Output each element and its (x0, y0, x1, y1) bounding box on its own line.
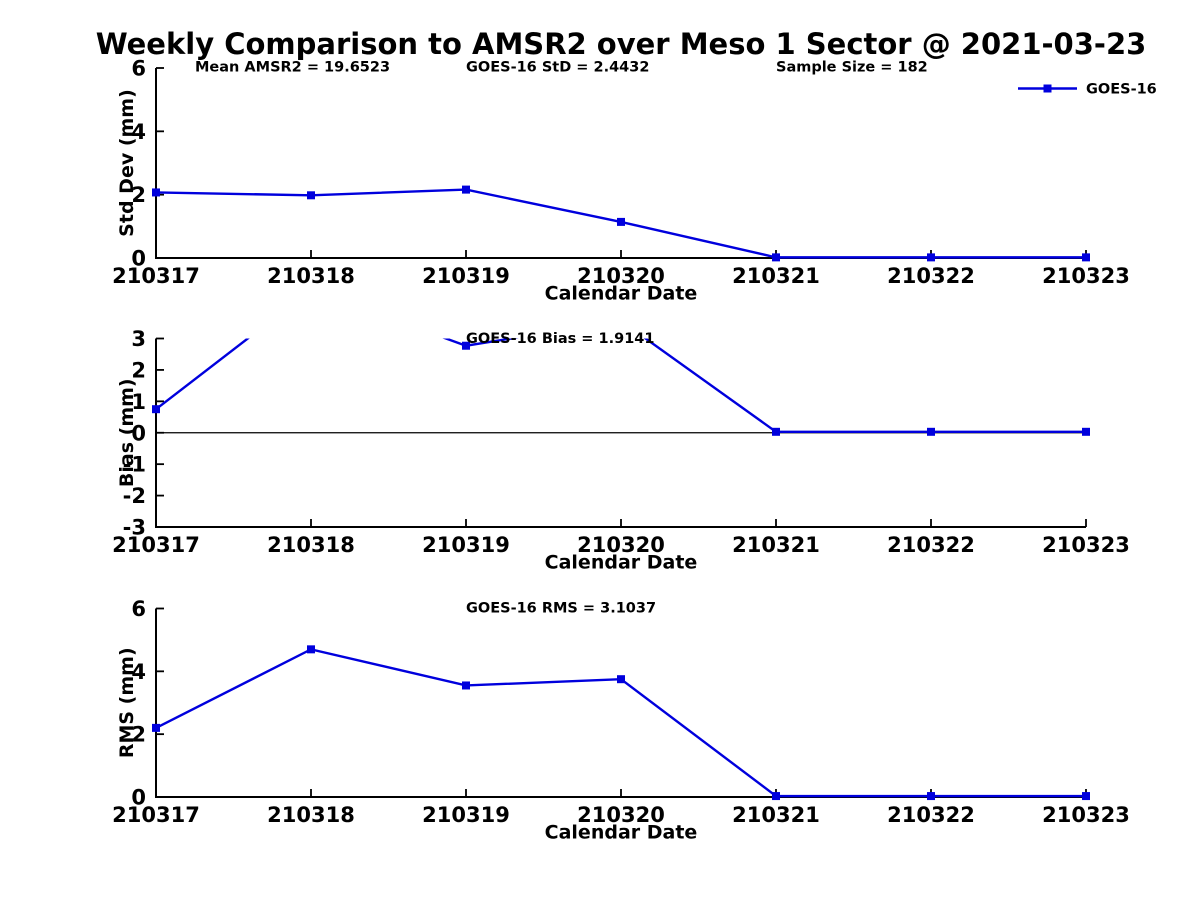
series-line-goes-16 (155, 648, 1086, 798)
x-tick-label: 210318 (267, 264, 355, 288)
x-tick-label: 210319 (422, 533, 510, 557)
legend: GOES-16 (1018, 82, 1157, 98)
x-tick-label: 210319 (422, 264, 510, 288)
data-point-marker (617, 317, 625, 325)
data-point-marker (772, 427, 780, 436)
data-point-marker (462, 185, 470, 194)
y-axis-label: Bias (mm) (116, 378, 138, 487)
x-tick-label: 210323 (1042, 803, 1130, 827)
data-point-marker (772, 792, 780, 801)
x-tick-label: 210318 (267, 533, 355, 557)
x-tick-label: 210319 (422, 803, 510, 827)
x-tick-label: 210321 (732, 533, 820, 557)
x-axis-label: Calendar Date (545, 822, 698, 844)
data-point-marker (617, 217, 625, 226)
annotation-mean-amsr2: Mean AMSR2 = 19.6523 (195, 60, 390, 76)
x-tick-label: 210323 (1042, 264, 1130, 288)
y-tick-label: -2 (123, 484, 146, 508)
annotation-goes16-bias: GOES-16 Bias = 1.9141 (466, 331, 654, 347)
y-tick-label: -3 (123, 516, 146, 540)
x-tick-label: 210320 (577, 803, 665, 827)
y-tick-label: 2 (131, 723, 146, 747)
x-tick-label: 210320 (577, 264, 665, 288)
y-tick-label: 6 (131, 597, 146, 621)
subplot-rms: 0 2 4 6 210317 210318 210319 210320 210321 210322… (112, 597, 1130, 844)
data-point-marker (462, 681, 470, 690)
figure-title: Weekly Comparison to AMSR2 over Meso 1 S… (96, 27, 1147, 61)
x-tick-label: 210317 (112, 533, 200, 557)
annotation-sample-size: Sample Size = 182 (776, 60, 928, 76)
data-point-marker (1082, 253, 1090, 262)
x-axis-label: Calendar Date (545, 283, 698, 305)
legend-marker-square (1043, 84, 1052, 93)
x-tick-label: 210318 (267, 803, 355, 827)
y-tick-label: 2 (131, 358, 146, 382)
data-point-marker (927, 792, 935, 801)
data-point-marker (307, 191, 315, 200)
data-point-marker (307, 645, 315, 654)
y-tick-label: 4 (131, 660, 146, 684)
x-tick-label: 210323 (1042, 533, 1130, 557)
data-point-marker (927, 253, 935, 262)
x-tick-label: 210322 (887, 264, 975, 288)
subplot-std-dev: 0 2 4 6 210317 210318 210319 210320 210321 210322… (112, 57, 1130, 305)
y-tick-label: 0 (131, 247, 146, 271)
subplot-bias: -3 -2 -1 0 1 2 3 210317 210318 210319 210320 210321… (112, 317, 1130, 574)
y-tick-label: -1 (123, 453, 146, 477)
series-line-goes-16 (155, 338, 1086, 434)
data-point-marker (152, 723, 160, 732)
x-tick-label: 210320 (577, 533, 665, 557)
y-tick-label: 3 (131, 327, 146, 351)
x-tick-label: 210321 (732, 264, 820, 288)
y-tick-label: 6 (131, 57, 146, 81)
y-tick-label: 0 (131, 421, 146, 445)
y-axis-label: RMS (mm) (116, 647, 138, 758)
data-point-marker (462, 341, 470, 350)
data-point-marker (152, 405, 160, 414)
data-point-marker (152, 188, 160, 197)
x-tick-label: 210321 (732, 803, 820, 827)
data-point-marker (1082, 792, 1090, 801)
y-tick-label: 0 (131, 786, 146, 810)
data-point-marker (617, 675, 625, 684)
y-tick-label: 1 (131, 390, 146, 414)
data-point-marker (772, 253, 780, 262)
x-axis-label: Calendar Date (545, 552, 698, 574)
annotation-goes16-std: GOES-16 StD = 2.4432 (466, 60, 649, 76)
data-point-marker (927, 427, 935, 436)
y-axis-label: Std Dev (mm) (116, 89, 138, 237)
x-tick-label: 210317 (112, 803, 200, 827)
y-tick-label: 2 (131, 183, 146, 207)
x-tick-label: 210322 (887, 533, 975, 557)
x-tick-label: 210317 (112, 264, 200, 288)
y-tick-label: 4 (131, 120, 146, 144)
annotation-goes16-rms: GOES-16 RMS = 3.1037 (466, 601, 656, 617)
legend-label: GOES-16 (1086, 82, 1157, 98)
x-tick-label: 210322 (887, 803, 975, 827)
data-point-marker (1082, 427, 1090, 436)
